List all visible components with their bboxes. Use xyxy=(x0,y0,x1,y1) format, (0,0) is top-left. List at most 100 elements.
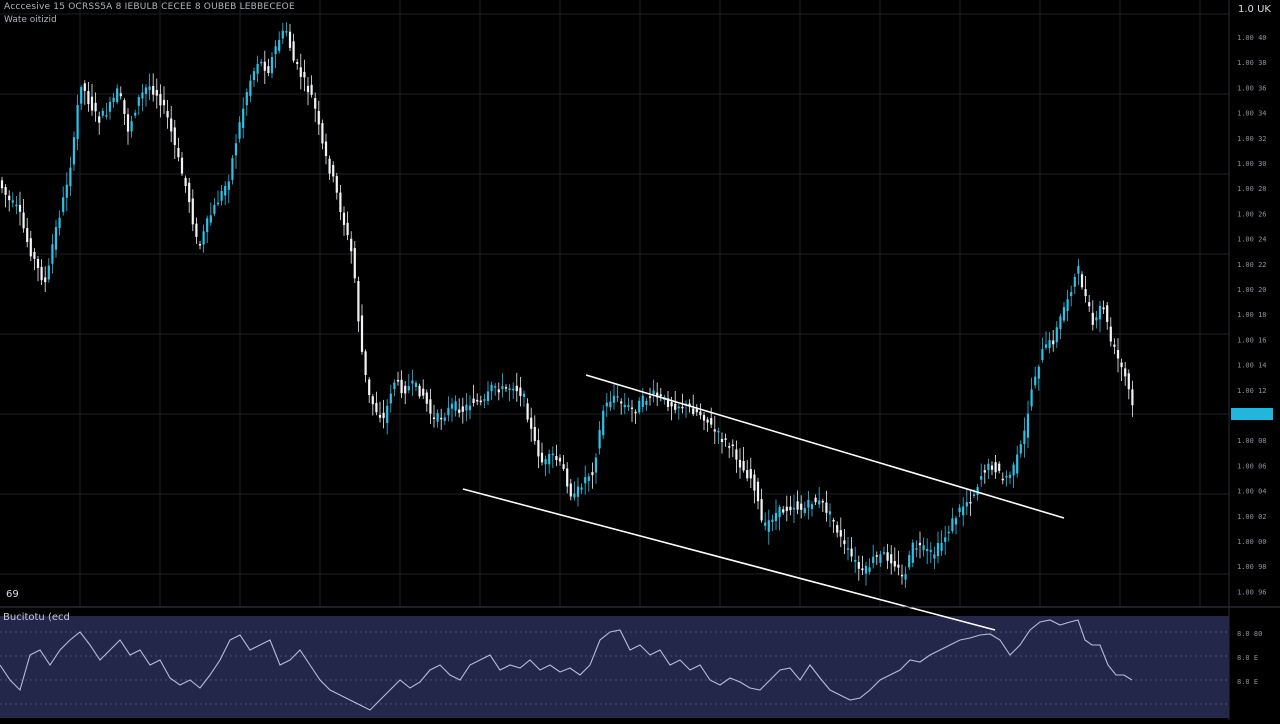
candle-body xyxy=(267,66,270,74)
candle-body xyxy=(724,438,727,440)
candle-body xyxy=(587,476,590,481)
candle-body xyxy=(458,409,461,413)
candle-body xyxy=(764,522,767,526)
candle-body xyxy=(227,181,230,190)
oscillator-panel[interactable] xyxy=(0,616,1229,718)
candle-body xyxy=(641,395,644,407)
candle-body xyxy=(292,41,295,61)
candles[interactable] xyxy=(0,22,1134,588)
candle-body xyxy=(652,390,655,395)
chart-subtitle: Wate oitizid xyxy=(4,15,57,25)
candle-body xyxy=(36,259,40,269)
candle-body xyxy=(533,426,536,442)
candle-body xyxy=(674,403,677,410)
candle-body xyxy=(962,506,965,516)
candle-body xyxy=(800,503,803,510)
candle-body xyxy=(270,57,274,74)
candle-body xyxy=(108,101,112,112)
candle-body xyxy=(861,568,864,571)
candle-body xyxy=(897,564,900,568)
candle-body xyxy=(886,552,889,561)
candle-body xyxy=(576,486,580,497)
candle-body xyxy=(443,417,446,421)
candle-body xyxy=(170,118,173,132)
trendline[interactable] xyxy=(462,488,996,631)
candle-body xyxy=(699,411,702,416)
candle-body xyxy=(1080,274,1084,288)
candle-body xyxy=(119,93,122,97)
candle-body xyxy=(551,453,554,456)
candle-body xyxy=(468,405,472,411)
candle-body xyxy=(616,396,619,398)
candle-body xyxy=(400,379,403,394)
candle-body xyxy=(1001,478,1004,481)
candle-body xyxy=(328,158,331,174)
candle-body xyxy=(933,554,936,559)
candle-body xyxy=(602,410,605,436)
candle-body xyxy=(1124,368,1127,377)
candle-body xyxy=(738,459,742,468)
candle-body xyxy=(65,184,68,198)
candle-body xyxy=(749,469,752,479)
candle-body xyxy=(414,382,418,387)
candle-body xyxy=(101,110,104,116)
price-axis-label: 1.00 22 xyxy=(1237,261,1267,269)
candle-body xyxy=(188,182,191,203)
candle-body xyxy=(713,429,716,432)
candle-body xyxy=(220,190,223,201)
candle-body xyxy=(245,92,248,106)
candle-body xyxy=(47,265,50,280)
candle-body xyxy=(242,108,245,128)
candle-body xyxy=(465,404,468,411)
candle-body xyxy=(360,315,364,352)
candle-body xyxy=(890,554,893,564)
candle-body xyxy=(1008,474,1012,478)
candle-body xyxy=(1048,340,1051,349)
candle-body xyxy=(969,501,972,504)
top-right-price: 1.0 UK xyxy=(1238,4,1271,15)
candle-body xyxy=(807,499,810,508)
candle-body xyxy=(357,281,360,322)
candle-body xyxy=(375,402,378,413)
price-axis-label: 1.00 04 xyxy=(1237,488,1267,496)
candle-body xyxy=(1019,444,1022,454)
candle-body xyxy=(436,412,439,422)
oscillator-label: Bucitotu (ecd xyxy=(3,612,70,623)
candle-body xyxy=(918,542,922,546)
candle-body xyxy=(980,476,983,480)
candle-body xyxy=(803,508,806,513)
price-axis[interactable]: 1.00 40 1.00 38 1.00 36 1.00 34 1.00 32 1.00 … xyxy=(1237,34,1267,596)
candle-body xyxy=(857,562,860,569)
candle-body xyxy=(972,494,976,496)
candle-body xyxy=(447,407,450,416)
candle-body xyxy=(792,507,796,510)
trendlines[interactable] xyxy=(462,374,1065,631)
candle-body xyxy=(778,507,781,518)
candle-body xyxy=(638,400,641,413)
candle-body xyxy=(731,444,734,446)
candle-body xyxy=(72,137,76,165)
candle-body xyxy=(249,80,252,96)
candle-body xyxy=(947,531,950,534)
candle-body xyxy=(303,71,306,78)
candle-body xyxy=(814,497,817,503)
candle-body xyxy=(497,389,500,393)
candle-body xyxy=(681,406,684,409)
chart-title: Acccesive 15 OCRSS5A 8 IEBULB CECEE 8 OU… xyxy=(4,2,295,12)
trendline[interactable] xyxy=(585,374,1065,519)
candle-body xyxy=(782,509,785,513)
candle-body xyxy=(1120,362,1123,368)
candle-body xyxy=(720,438,724,443)
candle-body xyxy=(929,549,932,552)
candle-body xyxy=(1127,373,1130,390)
candle-body xyxy=(202,231,205,245)
candle-body xyxy=(1077,266,1080,274)
candle-body xyxy=(404,385,407,394)
candle-body xyxy=(753,474,756,491)
candle-body xyxy=(623,404,626,408)
candle-body xyxy=(1095,317,1098,321)
candle-body xyxy=(1066,299,1069,312)
candle-body xyxy=(1106,305,1109,322)
